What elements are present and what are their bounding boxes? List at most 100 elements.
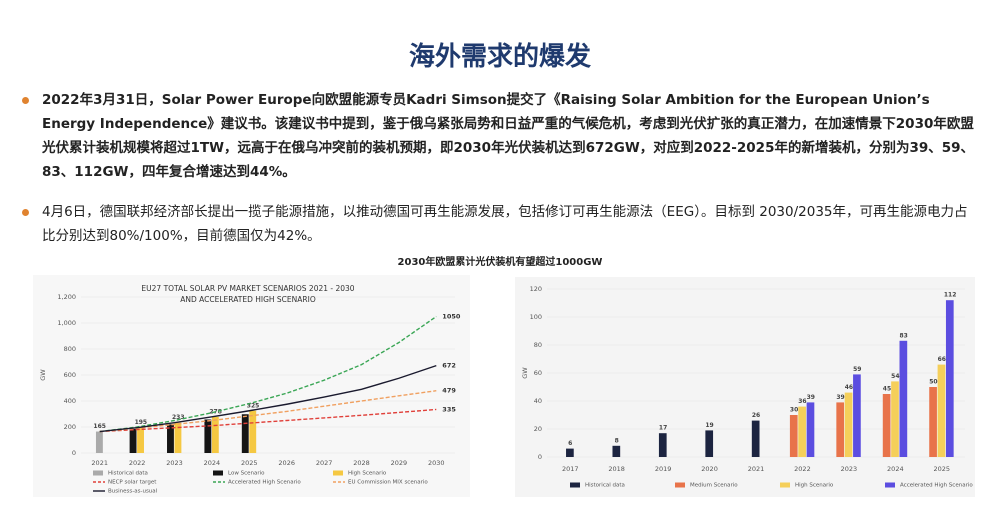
y-tick-label: 400 <box>64 397 76 405</box>
y-tick-label: 0 <box>72 449 76 457</box>
y-tick-label: 0 <box>538 453 542 461</box>
bar <box>566 448 574 457</box>
bar <box>945 300 954 457</box>
y-tick-label: 1,200 <box>57 293 76 301</box>
legend-label: Accelerated High Scenario <box>228 480 301 486</box>
legend-label: Historical data <box>585 483 625 489</box>
legend-swatch <box>675 482 685 488</box>
bar <box>129 428 137 453</box>
line-series <box>99 408 437 433</box>
y-axis-label: GW <box>39 369 47 381</box>
data-label: 165 <box>93 423 106 430</box>
legend-label: High Scenario <box>795 483 834 489</box>
x-tick-label: 2017 <box>562 465 579 473</box>
x-tick-label: 2023 <box>166 459 183 467</box>
chart: 0 200 400 600 800 1,000 1,200 GW 2021 2022 2023 202… <box>39 293 461 495</box>
data-label: 59 <box>853 366 861 373</box>
y-tick-label: 80 <box>534 341 542 349</box>
legend-label: Business-as-usual <box>108 489 158 495</box>
y-tick-label: 200 <box>64 423 76 431</box>
legend-label: Historical data <box>108 471 148 477</box>
x-tick-label: 2018 <box>608 465 625 473</box>
y-tick-label: 20 <box>534 425 542 433</box>
x-tick-label: 2027 <box>316 459 333 467</box>
y-tick-label: 800 <box>64 345 76 353</box>
x-tick-label: 2021 <box>91 459 108 467</box>
bar <box>899 340 908 457</box>
x-tick-label: 2028 <box>353 459 370 467</box>
data-label: 46 <box>845 384 853 391</box>
bar <box>137 427 144 453</box>
x-tick-label: 2024 <box>204 459 221 467</box>
bar <box>204 419 212 453</box>
x-tick-label: 2020 <box>701 465 718 473</box>
legend-swatch <box>885 482 895 488</box>
bar <box>612 445 621 457</box>
bar <box>891 381 899 457</box>
x-tick-label: 2025 <box>934 465 951 473</box>
data-label: 6 <box>568 440 572 447</box>
line-series <box>99 390 437 433</box>
x-tick-label: 2025 <box>241 459 258 467</box>
data-label: 39 <box>807 394 815 401</box>
data-label: 233 <box>172 414 185 421</box>
y-axis-label: GW <box>521 367 529 379</box>
data-label: 8 <box>615 437 619 444</box>
y-tick-label: 120 <box>530 285 542 293</box>
y-tick-label: 100 <box>530 313 542 321</box>
data-label: 39 <box>836 394 844 401</box>
end-label: 1050 <box>442 313 461 321</box>
line-series <box>99 315 437 433</box>
legend-label: High Scenario <box>348 471 387 477</box>
end-label: 479 <box>442 387 456 395</box>
data-label: 19 <box>705 422 713 429</box>
legend-swatch <box>93 470 103 476</box>
bar <box>836 402 845 457</box>
legend-label: Accelerated High Scenario <box>900 483 973 489</box>
data-label: 112 <box>944 292 957 299</box>
end-label: 672 <box>442 362 456 370</box>
bar <box>241 414 249 453</box>
data-label: 66 <box>938 356 946 363</box>
x-tick-label: 2019 <box>655 465 672 473</box>
x-tick-label: 2021 <box>748 465 765 473</box>
bar <box>167 424 174 453</box>
y-tick-label: 40 <box>534 397 542 405</box>
bar <box>249 410 257 453</box>
bar <box>798 406 806 457</box>
x-tick-label: 2023 <box>841 465 858 473</box>
x-tick-label: 2026 <box>278 459 295 467</box>
bar <box>929 387 937 457</box>
legend-label: NECP solar target <box>108 480 157 486</box>
data-label: 83 <box>900 332 908 339</box>
legend-label: EU Commission MIX scenario <box>348 480 428 486</box>
bar <box>853 374 861 457</box>
x-tick-label: 2030 <box>428 459 445 467</box>
legend-label: Low Scenario <box>228 471 265 477</box>
line-series <box>99 364 437 433</box>
legend-swatch <box>570 482 580 488</box>
chart: 0 20 40 60 80 100 120 GW 2017 2018 2019 2020 2021 202… <box>521 285 973 489</box>
bar <box>937 364 946 457</box>
data-label: 325 <box>247 402 260 409</box>
y-tick-label: 600 <box>64 371 76 379</box>
x-tick-label: 2022 <box>794 465 811 473</box>
bullet: 4月6日，德国联邦经济部长提出一揽子能源措施，以推动德国可再生能源发展，包括修订… <box>22 200 977 248</box>
chart-panel: 0 20 40 60 80 100 120 GW 2017 2018 2019 2020 2021 202… <box>515 277 975 497</box>
data-label: 195 <box>135 419 148 426</box>
chart-title: EU27 TOTAL SOLAR PV MARKET SCENARIOS 202… <box>141 284 355 304</box>
chart-panel: 0 200 400 600 800 1,000 1,200 GW 2021 2022 2023 202… <box>33 275 470 497</box>
bar <box>844 392 853 457</box>
x-tick-label: 2024 <box>887 465 904 473</box>
legend-swatch <box>333 470 343 476</box>
x-tick-label: 2029 <box>391 459 408 467</box>
bar <box>658 433 667 457</box>
data-label: 26 <box>752 412 760 419</box>
chart-caption: 2030年欧盟累计光伏装机有望超过1000GW <box>397 257 603 268</box>
bar <box>705 430 714 457</box>
bar <box>751 420 760 457</box>
bar <box>174 422 182 453</box>
y-tick-label: 1,000 <box>57 319 76 327</box>
slide-title: 海外需求的爆发 <box>408 42 591 72</box>
